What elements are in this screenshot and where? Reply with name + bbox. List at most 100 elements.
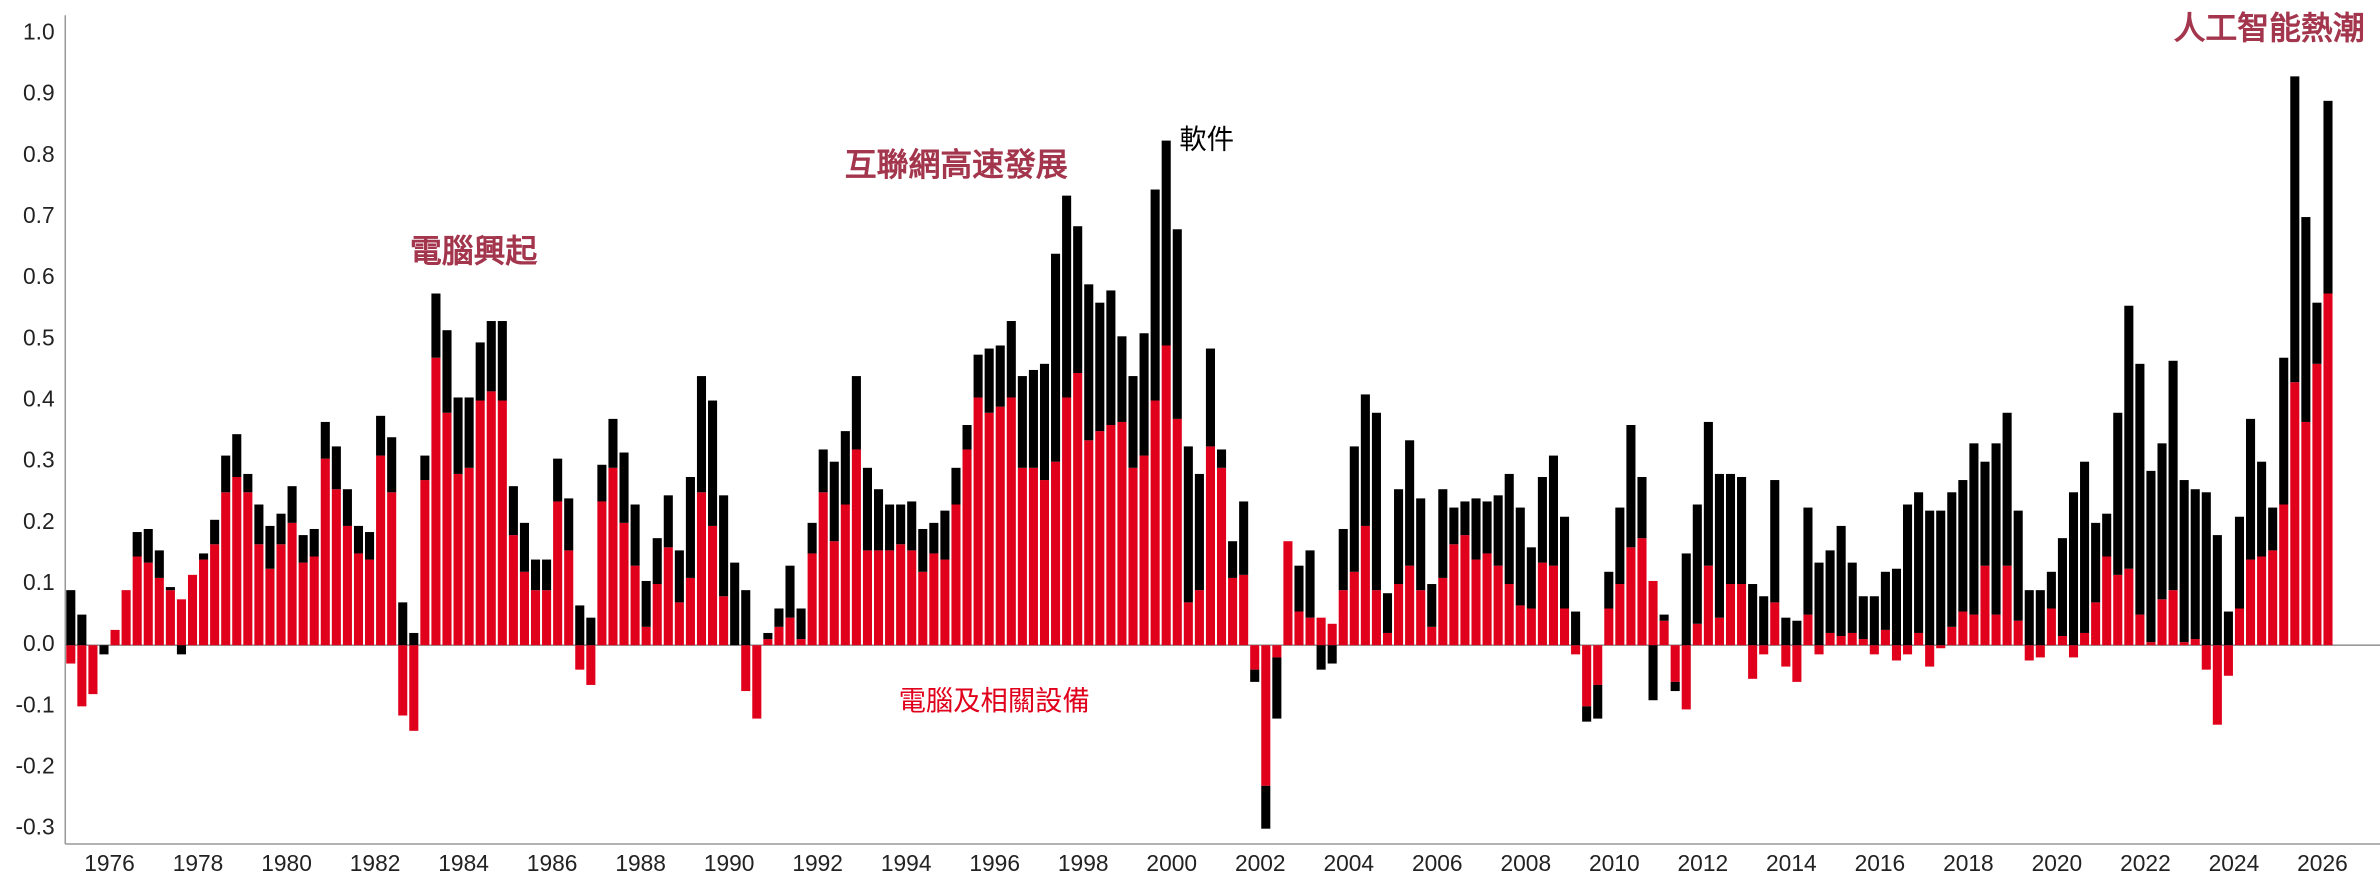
bar-segment	[995, 406, 1005, 646]
x-tick-label: 1996	[969, 850, 1020, 876]
bar-segment	[674, 602, 684, 646]
bar-segment	[243, 473, 253, 493]
bar-segment	[1183, 446, 1193, 603]
bar-segment	[232, 434, 242, 477]
bar-segment	[1471, 498, 1481, 560]
bar-segment	[752, 645, 762, 719]
x-tick-label: 1982	[350, 850, 401, 876]
bar-segment	[1349, 571, 1359, 646]
bar-segment	[1582, 645, 1592, 707]
x-tick-label: 1980	[261, 850, 312, 876]
x-tick-label: 2006	[1412, 850, 1463, 876]
bar-segment	[1062, 195, 1072, 398]
bar-segment	[685, 577, 695, 646]
y-tick-label: -0.3	[15, 814, 54, 840]
bar-segment	[309, 528, 319, 557]
bar-segment	[265, 525, 275, 569]
bar-segment	[1515, 605, 1525, 646]
bar-segment	[1559, 608, 1570, 646]
bar-segment	[1449, 544, 1459, 646]
bar-segment	[1172, 229, 1182, 419]
bar-segment	[685, 476, 695, 578]
bar-segment	[2057, 538, 2067, 637]
bar-segment	[1161, 345, 1171, 646]
bar-segment	[2080, 461, 2090, 633]
bar-segment	[586, 617, 596, 646]
bar-segment	[2113, 574, 2123, 646]
bar-segment	[1703, 565, 1713, 646]
bar-segment	[2046, 608, 2056, 646]
bar-segment	[1371, 590, 1381, 646]
bar-segment	[1272, 657, 1282, 719]
bar-segment	[652, 538, 662, 585]
bar-segment	[1714, 617, 1724, 646]
bar-segment	[475, 400, 485, 646]
bar-segment	[210, 519, 220, 545]
bar-segment	[1327, 645, 1337, 664]
y-tick-label: 0.2	[23, 508, 55, 534]
bar-segment	[1427, 626, 1437, 646]
bar-segment	[1582, 706, 1592, 722]
bar-segment	[840, 504, 850, 646]
bar-segment	[1891, 645, 1902, 661]
bar-segment	[818, 449, 828, 493]
bar-segment	[121, 590, 131, 646]
bar-segment	[453, 473, 463, 646]
bar-segment	[1681, 645, 1691, 710]
y-tick-label: 1.0	[23, 19, 55, 45]
bar-segment	[774, 608, 784, 627]
bar-segment	[1172, 418, 1182, 646]
bar-segment	[453, 397, 463, 474]
bar-segment	[1604, 571, 1614, 609]
bar-segment	[2068, 645, 2079, 658]
bar-segment	[1438, 489, 1448, 578]
bar-segment	[1460, 501, 1470, 536]
bar-segment	[1493, 495, 1503, 566]
bar-segment	[1305, 550, 1315, 618]
bar-segment	[1394, 584, 1404, 646]
bar-segment	[2068, 492, 2079, 646]
bar-segment	[210, 544, 220, 646]
x-tick-label: 1994	[881, 850, 932, 876]
bar-segment	[508, 486, 518, 536]
bar-segment	[1615, 584, 1625, 646]
bar-segment	[2179, 480, 2189, 643]
bar-segment	[165, 590, 175, 646]
bar-segment	[1427, 584, 1437, 627]
y-tick-label: 0.3	[23, 447, 55, 473]
bar-segment	[2102, 513, 2112, 557]
bar-segment	[1847, 562, 1857, 633]
y-tick-label: 0.5	[23, 324, 55, 350]
bar-segment	[1670, 645, 1680, 682]
bar-segment	[287, 522, 297, 646]
bar-segment	[66, 645, 76, 664]
bar-segment	[1360, 394, 1370, 526]
bar-segment	[1139, 333, 1149, 456]
bar-segment	[1725, 584, 1736, 646]
bar-segment	[1936, 645, 1946, 649]
bar-segment	[929, 522, 939, 554]
bar-segment	[1504, 584, 1514, 646]
bar-segment	[1316, 617, 1326, 646]
x-tick-label: 1984	[438, 850, 489, 876]
x-tick-label: 2002	[1235, 850, 1286, 876]
x-tick-label: 2010	[1589, 850, 1640, 876]
bar-segment	[1051, 253, 1061, 462]
bar-segment	[143, 528, 153, 563]
bar-segment	[2246, 418, 2256, 560]
bar-segment	[176, 599, 186, 646]
bar-segment	[1449, 507, 1459, 545]
bar-segment	[1659, 614, 1669, 621]
bar-segment	[508, 535, 518, 646]
bar-segment	[1305, 617, 1315, 646]
bar-segment	[1106, 425, 1116, 646]
bar-segment	[730, 562, 740, 646]
bar-segment	[807, 553, 817, 646]
bar-segment	[973, 397, 983, 646]
bar-segment	[1194, 590, 1204, 646]
bar-segment	[331, 489, 341, 646]
bar-segment	[254, 504, 264, 545]
bar-segment	[530, 559, 541, 591]
